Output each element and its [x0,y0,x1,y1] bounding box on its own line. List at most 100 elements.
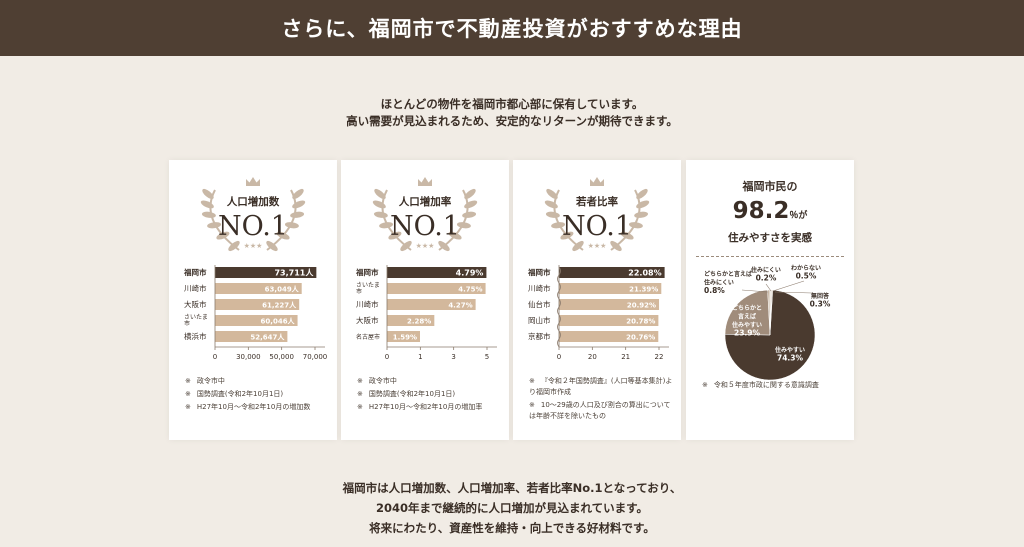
category-label: 大阪市 [356,315,379,325]
bar-value-label: 4.79% [456,269,484,278]
footer-text: 福岡市は人口増加数、人口増加率、若者比率No.1となっており、 2040年まで継… [0,478,1024,538]
laurel-leaf [545,211,560,218]
note-text: H27年10月～令和2年10月の増加率 [368,403,483,411]
survey-percentage: 98.2 [732,198,790,224]
bar-value-label: 60,046人 [261,317,296,326]
stars-icon: ★★★ [588,242,607,250]
footer-line-3: 将来にわたり、資産性を維持・向上できる好材料です。 [369,521,655,535]
slice-label: 言えば [738,313,756,321]
badge-rank: NO.1 [218,211,288,242]
category-label: 福岡市 [183,267,207,277]
bar [387,315,435,326]
livability-pie-chart: 住みやすい74.3%どちらかと言えば住みやすい23.9%どちらかと言えば住みにく… [704,264,831,381]
bar [559,331,659,342]
bar-value-label: 63,049人 [265,285,300,294]
chart-notes: ※ 令和５年度市政に関する意識調査 [702,380,848,393]
category-label: 京都市 [528,331,551,341]
slice-label: 住みにくい [704,279,734,287]
laurel-leaf [544,200,558,209]
laurel-leaf [266,240,278,252]
laurel-leaf [207,222,222,229]
x-tick-label: 22 [655,353,664,361]
laurel-leaf [374,188,386,200]
category-label: さいたま [184,314,208,321]
note-text: 国勢調査(令和2年10月1日) [368,390,456,398]
laurel-leaf [572,240,584,252]
footer-line-1: 福岡市は人口増加数、人口増加率、若者比率No.1となっており、 [342,481,682,495]
laurel-right-icon [266,188,306,252]
slice-label: 0.3% [810,300,831,309]
badge-rank: NO.1 [390,211,460,242]
slice-label: 74.3% [777,354,804,363]
note-text: 国勢調査(令和2年10月1日) [196,390,284,398]
laurel-leaf [201,211,216,218]
bar [387,299,476,310]
category-label: 仙台市 [528,299,551,309]
x-tick-label: 3 [451,353,455,361]
intro-line-1: ほとんどの物件を福岡市都心部に保有しています。 [380,97,644,111]
note-text: 政令市中 [196,377,225,385]
category-label: さいたま [356,282,380,289]
population-growth-rate-card: 人口増加率 NO.1 ★★★ 福岡市 4.79% さいたま市 4.75% 川崎市 4.27% 大阪… [341,160,509,440]
livability-card: 福岡市民の 98.2％が 住みやすさを実感 住みやすい 74.3% どちらかと 言えば… [686,160,854,440]
chart-notes: ※ 政令市中 ※ 国勢調査(令和2年10月1日) ※ H27年10月～令和2年10月の… [185,376,331,415]
chart-notes: ※ 『令和２年国勢調査』(人口等基本集計)より福岡市作成 ※ 10～29歳の人口及び… [529,376,675,424]
chart-notes: ※ 政令市中 ※ 国勢調査(令和2年10月1日) ※ H27年10月～令和2年10月の… [357,376,503,415]
leader-line [772,280,805,292]
laurel-leaf [456,222,471,229]
stars-icon: ★★★ [244,242,263,250]
laurel-leaf [292,188,304,200]
survey-heading-line3: 住みやすさを実感 [728,232,812,244]
x-tick-label: 5 [485,353,489,361]
leader-line [774,291,813,294]
bar-value-label: 20.78% [626,318,655,326]
bar-value-label: 4.75% [458,286,482,294]
leader-line [741,289,769,293]
bar [559,283,662,294]
note-line: ※ 10～29歳の人口及び割合の算出については年齢不詳を除いたもの [529,401,671,420]
laurel-leaf [373,211,388,218]
page-header: さらに、福岡市で不動産投資がおすすめな理由 [0,0,1024,56]
note-line: ※ 国勢調査(令和2年10月1日) [357,390,456,398]
bar [215,299,300,310]
note-text: 政令市中 [368,377,397,385]
laurel-leaf [620,231,634,240]
laurel-leaf [379,222,394,229]
note-text: H27年10月～令和2年10月の増加数 [196,403,311,411]
badge-title: 若者比率 [575,195,618,208]
category-label-cont: 市 [184,320,190,328]
slice-label: わからない [791,264,821,272]
note-text: 令和５年度市政に関する意識調査 [713,381,819,389]
note-line: ※ H27年10月～令和2年10月の増加率 [357,403,483,411]
x-tick-label: 0 [213,353,217,361]
slice-label: 0.5% [796,272,817,281]
laurel-leaf [551,222,566,229]
population-increase-card: 人口増加数 NO.1 ★★★ 福岡市 73,711人 川崎市 63,049人 大阪市 61,22… [169,160,337,440]
note-text: 10～29歳の人口及び割合の算出については年齢不詳を除いたもの [529,401,671,420]
category-label-cont: 市 [356,288,362,296]
page-title: さらに、福岡市で不動産投資がおすすめな理由 [281,17,743,41]
bar [215,331,288,342]
bar [215,267,317,278]
bar-value-label: 20.76% [626,334,655,342]
note-line: ※ 政令市中 [185,377,225,385]
slice-label: 住みやすい [775,346,805,354]
slice-label: 0.2% [756,274,777,283]
laurel-right-icon [610,188,650,252]
laurel-leaf [216,231,230,240]
laurel-left-icon [544,188,584,252]
laurel-right-icon [438,188,478,252]
bar-value-label: 73,711人 [274,268,314,278]
bar-value-label: 20.92% [627,302,656,310]
laurel-leaf [200,200,214,209]
category-label: 大阪市 [184,299,207,309]
bar-value-label: 52,647人 [250,333,285,342]
laurel-leaf [388,231,402,240]
laurel-leaf [448,231,462,240]
slice-label: 住みやすい [732,321,762,329]
category-label: 川崎市 [528,283,551,293]
leader-line [765,283,772,292]
note-line: ※ 『令和２年国勢調査』(人口等基本集計)より福岡市作成 [529,377,673,396]
category-label: 名古屋市 [356,333,380,341]
